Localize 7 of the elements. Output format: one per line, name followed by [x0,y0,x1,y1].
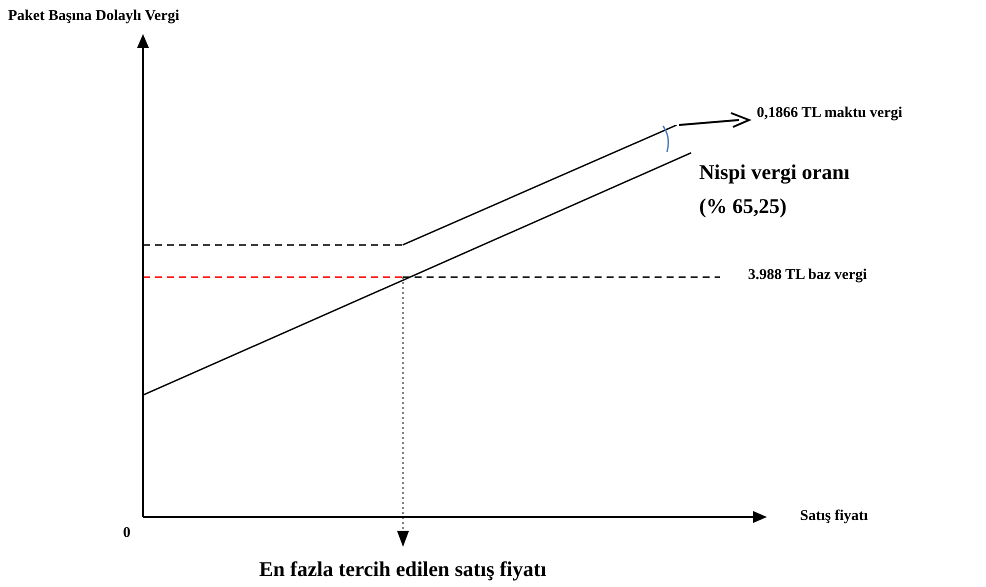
text: Paket Başına Dolaylı Vergi [8,8,180,25]
text: 3.988 TL baz vergi [748,267,867,284]
x-axis-title: Satış fiyatı [800,508,868,525]
annotation: Nispi vergi oranı (% 65,25) [699,158,851,220]
text: En fazla tercih edilen satış fiyatı [259,557,546,582]
text: 0,1866 TL maktu vergi [756,105,902,122]
text: 0 [123,525,130,542]
